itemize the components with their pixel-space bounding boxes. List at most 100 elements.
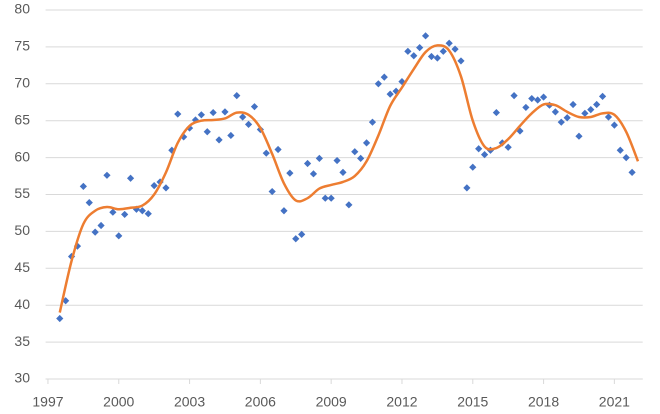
y-tick-label: 65 — [14, 111, 30, 127]
data-point — [79, 182, 87, 190]
data-point — [469, 163, 477, 171]
data-point — [581, 109, 589, 117]
data-point — [475, 145, 483, 153]
data-point — [587, 106, 595, 114]
data-point — [362, 139, 371, 147]
data-point — [528, 94, 536, 103]
data-point — [262, 149, 270, 157]
data-point — [357, 154, 365, 162]
x-tick-label: 2009 — [316, 394, 347, 410]
data-point — [374, 80, 382, 88]
y-tick-label: 45 — [14, 259, 30, 275]
x-tick-label: 2015 — [457, 394, 488, 410]
data-point — [309, 170, 318, 178]
data-point — [522, 103, 530, 112]
data-point — [138, 207, 146, 215]
data-point — [368, 118, 377, 126]
data-point — [209, 108, 217, 117]
data-point — [62, 297, 70, 305]
data-point — [557, 118, 565, 126]
data-point — [457, 57, 465, 65]
y-tick-label: 75 — [14, 38, 30, 54]
data-point — [339, 168, 347, 176]
y-tick-label: 80 — [14, 1, 30, 17]
data-point — [244, 120, 253, 128]
data-point — [150, 182, 158, 190]
data-point — [504, 143, 512, 151]
data-point — [445, 39, 453, 47]
data-point — [610, 121, 618, 129]
data-point — [380, 73, 388, 81]
data-point — [345, 201, 353, 209]
data-point — [109, 208, 117, 216]
data-point — [534, 96, 542, 104]
data-point — [492, 108, 500, 117]
data-point — [144, 210, 152, 218]
x-tick-label: 2000 — [103, 394, 134, 410]
data-point — [215, 136, 223, 144]
data-point — [250, 103, 259, 111]
data-point — [203, 128, 211, 136]
data-point — [97, 221, 105, 230]
data-point — [292, 235, 300, 243]
data-point — [321, 194, 329, 202]
data-point — [315, 154, 323, 162]
data-point — [539, 93, 548, 101]
data-point — [56, 314, 64, 323]
y-tick-label: 30 — [14, 370, 30, 386]
data-point — [427, 52, 436, 61]
x-tick-label: 2021 — [599, 394, 630, 410]
trend-line — [58, 44, 640, 313]
data-point — [233, 92, 241, 100]
y-tick-label: 70 — [14, 75, 30, 91]
data-point — [327, 194, 335, 202]
data-point — [298, 230, 306, 238]
data-point — [433, 54, 441, 62]
data-point — [604, 113, 613, 121]
data-point — [593, 100, 601, 109]
data-point — [421, 32, 430, 40]
data-point — [126, 174, 135, 182]
data-point — [463, 184, 471, 192]
data-point — [392, 87, 400, 95]
data-point — [622, 154, 630, 162]
data-point — [286, 169, 294, 177]
data-point — [451, 45, 459, 53]
data-point — [274, 145, 282, 154]
data-point — [480, 151, 489, 159]
data-point — [174, 110, 182, 118]
data-point — [280, 207, 288, 215]
data-point — [115, 232, 123, 240]
data-point — [598, 92, 607, 100]
data-point — [239, 113, 247, 121]
data-point — [510, 92, 518, 100]
data-point — [303, 159, 312, 168]
data-point — [386, 90, 394, 98]
data-point — [575, 132, 583, 140]
data-point — [410, 52, 418, 60]
data-point — [351, 148, 359, 156]
data-point — [121, 210, 129, 219]
y-tick-label: 60 — [14, 148, 30, 164]
y-tick-label: 55 — [14, 185, 30, 201]
data-point — [551, 108, 559, 116]
x-tick-label: 2012 — [386, 394, 417, 410]
data-point — [197, 111, 205, 119]
data-point — [569, 100, 577, 109]
data-point — [227, 131, 235, 140]
data-point — [268, 187, 276, 196]
y-tick-label: 35 — [14, 333, 30, 349]
x-tick-label: 2018 — [528, 394, 559, 410]
data-point — [404, 47, 412, 55]
y-tick-label: 50 — [14, 222, 30, 238]
x-tick-label: 1997 — [32, 394, 63, 410]
x-tick-label: 2006 — [245, 394, 276, 410]
data-point — [563, 114, 571, 122]
data-point — [221, 108, 229, 116]
data-point — [439, 47, 447, 55]
data-point — [516, 127, 524, 135]
data-point — [85, 199, 93, 207]
data-point — [162, 184, 170, 192]
data-point — [616, 146, 624, 154]
